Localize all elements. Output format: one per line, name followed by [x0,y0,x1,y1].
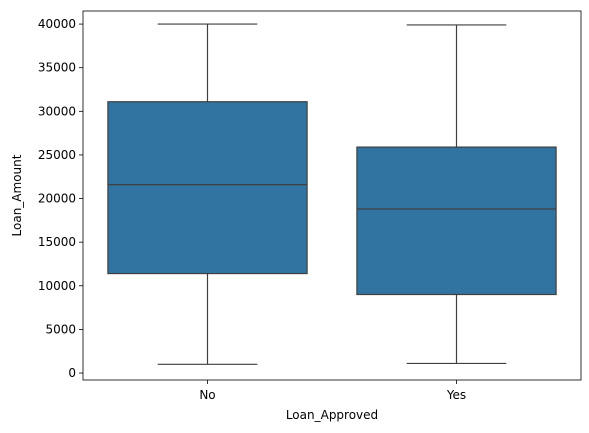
box-no [107,23,308,365]
iqr-box [107,101,308,275]
y-tick-label: 20000 [38,192,76,206]
box-yes [356,24,557,365]
y-axis-label: Loan_Amount [10,154,24,236]
y-axis: 0 5000 10000 15000 20000 25000 30000 35000 40000 [38,17,83,380]
y-tick-label: 30000 [38,104,76,118]
y-tick-label: 40000 [38,17,76,31]
x-axis-label: Loan_Approved [286,408,378,422]
plot-marks [107,23,557,365]
plot-frame [82,10,582,381]
y-tick-label: 5000 [45,322,76,336]
iqr-box [356,146,557,296]
x-tick-label: No [199,388,215,402]
y-tick-label: 35000 [38,61,76,75]
y-tick-label: 0 [68,366,76,380]
y-tick-label: 25000 [38,148,76,162]
y-tick-label: 15000 [38,235,76,249]
x-axis: No Yes [199,380,466,402]
x-tick-label: Yes [446,388,466,402]
y-tick-label: 10000 [38,279,76,293]
